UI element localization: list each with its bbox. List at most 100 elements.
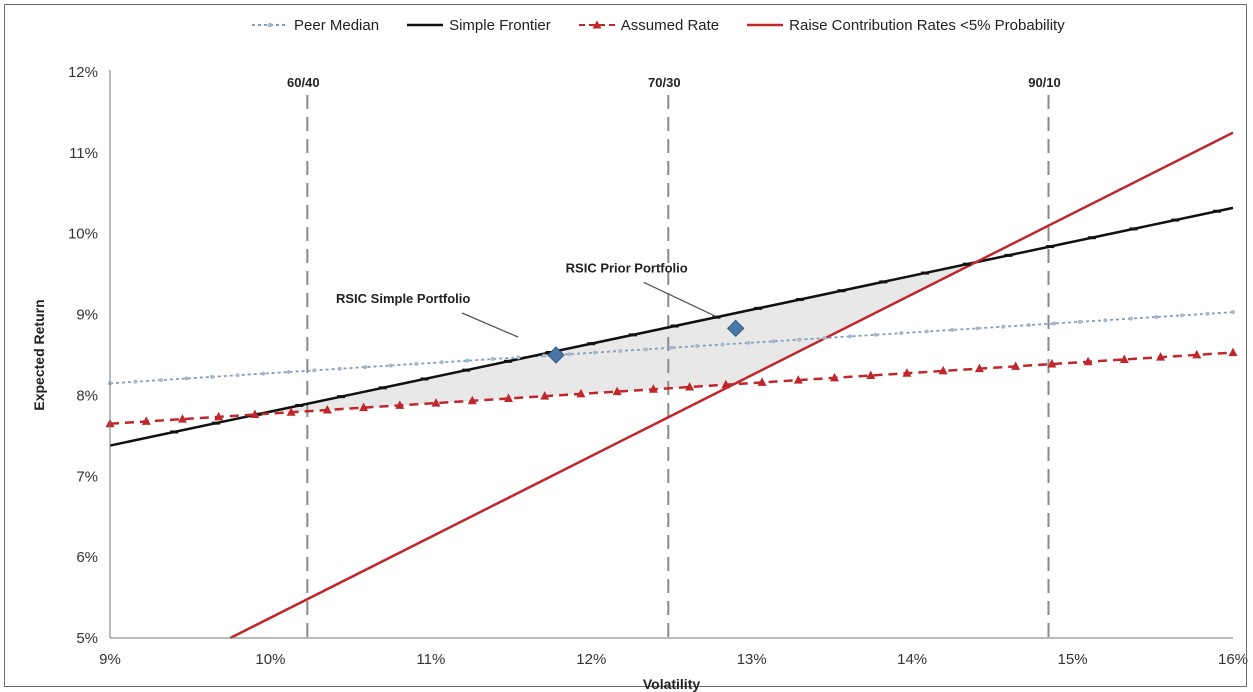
series-assumed-rate (109, 351, 1234, 425)
marker-peer-median (1052, 321, 1057, 326)
legend: Peer Median Simple Frontier Assumed Rate… (250, 10, 1065, 40)
marker-peer-median (975, 326, 980, 331)
marker-assumed-rate (648, 384, 658, 393)
marker-assumed-rate (938, 365, 948, 375)
marker-assumed-rate (141, 416, 151, 425)
x-tick-label: 11% (416, 651, 445, 668)
marker-peer-median (337, 366, 342, 371)
marker-peer-median (797, 337, 802, 342)
marker-peer-median (210, 374, 215, 379)
marker-assumed-rate (576, 388, 586, 398)
legend-item-simple-frontier: Simple Frontier (405, 17, 551, 34)
legend-swatch-raise-contribution (747, 23, 784, 27)
vline-label-90-10: 90/10 (1028, 75, 1061, 90)
x-tick-label: 9% (99, 651, 121, 668)
marker-peer-median (771, 339, 776, 344)
marker-assumed-rate (177, 414, 187, 423)
y-tick-label: 9% (76, 307, 98, 324)
point-rsic-simple-portfolio-leader (461, 312, 519, 338)
marker-peer-median (1205, 311, 1210, 316)
marker-peer-median (899, 331, 904, 336)
marker-peer-median (235, 373, 240, 378)
marker-peer-median (720, 342, 725, 347)
marker-peer-median (1103, 318, 1108, 323)
marker-assumed-rate (540, 391, 550, 400)
y-tick-label: 12% (68, 64, 98, 81)
marker-peer-median (873, 332, 878, 337)
marker-assumed-rate (1083, 356, 1093, 366)
marker-assumed-rate (395, 400, 405, 409)
marker-assumed-rate (902, 368, 912, 377)
marker-peer-median (1128, 316, 1133, 321)
marker-peer-median (848, 334, 853, 339)
marker-peer-median (618, 348, 623, 353)
marker-peer-median (1154, 314, 1159, 319)
marker-assumed-rate (503, 393, 513, 402)
y-tick-label: 6% (76, 549, 98, 566)
marker-assumed-rate (214, 411, 224, 421)
y-tick-label: 10% (68, 226, 98, 243)
legend-swatch-assumed-rate (578, 20, 615, 29)
marker-peer-median (1077, 319, 1082, 324)
marker-assumed-rate (1228, 347, 1238, 357)
marker-assumed-rate (431, 398, 441, 407)
marker-assumed-rate (1047, 359, 1057, 368)
marker-peer-median (312, 368, 317, 373)
marker-assumed-rate (286, 407, 296, 416)
legend-item-peer-median: Peer Median (250, 17, 379, 34)
marker-peer-median (1026, 323, 1031, 328)
marker-peer-median (567, 352, 572, 357)
legend-label-simple-frontier: Simple Frontier (449, 16, 551, 34)
marker-peer-median (669, 345, 674, 350)
x-tick-label: 12% (576, 651, 606, 668)
x-tick-label: 14% (897, 651, 927, 668)
x-tick-label: 16% (1218, 651, 1248, 668)
marker-assumed-rate (757, 377, 767, 386)
legend-label-raise-contribution: Raise Contribution Rates <5% Probability (789, 16, 1065, 34)
marker-peer-median (1001, 324, 1006, 329)
marker-assumed-rate (612, 386, 622, 396)
marker-peer-median (388, 363, 393, 368)
marker-peer-median (746, 340, 751, 345)
marker-peer-median (261, 371, 266, 376)
marker-peer-median (695, 344, 700, 349)
marker-peer-median (465, 358, 470, 363)
marker-peer-median (822, 336, 827, 341)
legend-swatch-peer-median (252, 22, 288, 28)
x-tick-label: 10% (255, 651, 285, 668)
point-rsic-prior-portfolio-label: RSIC Prior Portfolio (566, 260, 688, 275)
marker-assumed-rate (1192, 349, 1202, 359)
marker-peer-median (1179, 313, 1184, 318)
marker-peer-median (414, 361, 419, 366)
marker-assumed-rate (721, 379, 731, 389)
marker-assumed-rate (866, 370, 876, 380)
marker-peer-median (643, 347, 648, 352)
marker-peer-median (184, 376, 189, 381)
series-raise-contribution (229, 131, 1234, 640)
point-rsic-simple-portfolio-marker (547, 346, 565, 364)
marker-peer-median (1231, 310, 1235, 315)
x-tick-label: 15% (1058, 651, 1088, 668)
y-tick-label: 8% (76, 387, 98, 404)
marker-peer-median (950, 327, 955, 332)
marker-assumed-rate (685, 382, 695, 391)
legend-label-assumed-rate: Assumed Rate (620, 16, 720, 34)
y-tick-label: 5% (76, 630, 98, 647)
marker-peer-median (490, 357, 495, 362)
marker-peer-median (286, 369, 291, 374)
marker-assumed-rate (322, 404, 332, 414)
legend-item-raise-contribution: Raise Contribution Rates <5% Probability (745, 17, 1065, 34)
y-tick-label: 7% (76, 468, 98, 485)
series-peer-median (109, 311, 1234, 385)
marker-peer-median (159, 378, 164, 383)
marker-peer-median (592, 350, 597, 355)
marker-assumed-rate (793, 375, 803, 384)
marker-assumed-rate (1119, 354, 1129, 363)
marker-assumed-rate (1011, 361, 1021, 370)
y-tick-label: 11% (69, 145, 98, 162)
marker-assumed-rate (974, 363, 984, 373)
legend-label-peer-median: Peer Median (294, 16, 380, 34)
legend-item-assumed-rate: Assumed Rate (577, 17, 719, 34)
marker-peer-median (363, 365, 368, 370)
